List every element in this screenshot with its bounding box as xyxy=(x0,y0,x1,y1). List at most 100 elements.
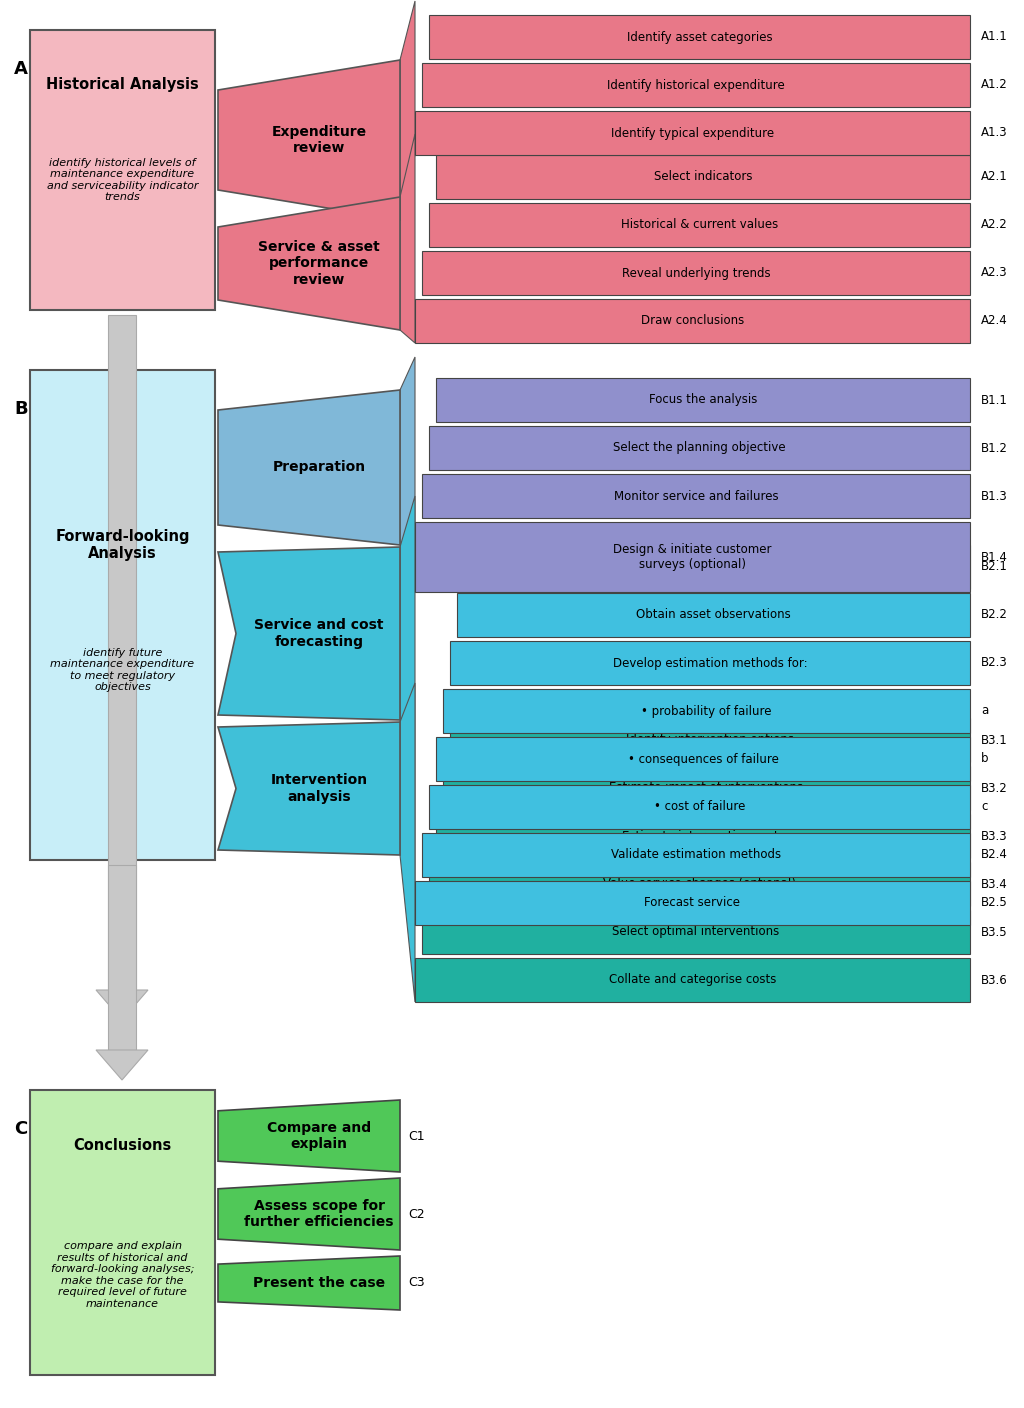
Text: A1.3: A1.3 xyxy=(981,127,1008,139)
Text: Design & initiate customer
surveys (optional): Design & initiate customer surveys (opti… xyxy=(613,543,772,572)
Text: B3.6: B3.6 xyxy=(981,973,1008,987)
Text: B2.1: B2.1 xyxy=(981,560,1008,573)
Text: A: A xyxy=(14,61,28,77)
Text: Compare and
explain: Compare and explain xyxy=(267,1121,371,1152)
Text: Expenditure
review: Expenditure review xyxy=(271,125,367,155)
Text: identify historical levels of
maintenance expenditure
and serviceability indicat: identify historical levels of maintenanc… xyxy=(47,158,199,203)
Polygon shape xyxy=(218,722,400,855)
Bar xyxy=(429,786,970,829)
Bar xyxy=(422,910,970,955)
Text: • consequences of failure: • consequences of failure xyxy=(628,752,778,766)
Text: B2.5: B2.5 xyxy=(981,897,1008,910)
Text: b: b xyxy=(981,752,988,766)
Polygon shape xyxy=(96,1050,148,1080)
Text: B3.3: B3.3 xyxy=(981,829,1008,842)
Text: Obtain asset observations: Obtain asset observations xyxy=(636,608,791,621)
Bar xyxy=(30,30,215,310)
Text: Forward-looking
Analysis: Forward-looking Analysis xyxy=(55,529,189,562)
Bar xyxy=(457,593,970,636)
Text: A1.2: A1.2 xyxy=(981,79,1008,92)
Text: B: B xyxy=(14,400,28,418)
Polygon shape xyxy=(218,546,400,719)
Text: Identify historical expenditure: Identify historical expenditure xyxy=(607,79,784,92)
Text: B1.1: B1.1 xyxy=(981,393,1008,407)
Text: Assess scope for
further efficiencies: Assess scope for further efficiencies xyxy=(245,1198,394,1229)
Text: Historical & current values: Historical & current values xyxy=(621,218,778,231)
Bar xyxy=(415,522,970,593)
Text: • cost of failure: • cost of failure xyxy=(653,801,745,814)
Bar xyxy=(429,15,970,59)
Text: B1.4: B1.4 xyxy=(981,551,1008,563)
Polygon shape xyxy=(218,1256,400,1309)
Polygon shape xyxy=(218,390,400,545)
Text: Focus the analysis: Focus the analysis xyxy=(649,393,757,407)
Polygon shape xyxy=(400,358,415,593)
Polygon shape xyxy=(400,134,415,344)
Text: a: a xyxy=(981,704,988,718)
Bar xyxy=(443,766,970,810)
Bar xyxy=(429,862,970,905)
Text: Identify typical expenditure: Identify typical expenditure xyxy=(611,127,774,139)
Bar xyxy=(436,736,970,781)
Bar xyxy=(415,298,970,344)
Bar xyxy=(436,155,970,199)
Text: Develop estimation methods for:: Develop estimation methods for: xyxy=(612,656,807,669)
Polygon shape xyxy=(400,683,415,1002)
Bar xyxy=(429,427,970,470)
Text: Validate estimation methods: Validate estimation methods xyxy=(611,849,781,862)
Bar xyxy=(436,377,970,422)
Text: C3: C3 xyxy=(408,1277,425,1290)
Bar xyxy=(415,111,970,155)
Text: Reveal underlying trends: Reveal underlying trends xyxy=(622,266,770,280)
Text: Select the planning objective: Select the planning objective xyxy=(613,442,785,455)
Text: C: C xyxy=(14,1119,28,1138)
Bar xyxy=(108,865,136,1050)
Text: Historical Analysis: Historical Analysis xyxy=(46,77,199,93)
Bar xyxy=(429,203,970,246)
Text: Estimate impact of interventions: Estimate impact of interventions xyxy=(609,781,804,794)
Text: A1.1: A1.1 xyxy=(981,31,1008,44)
Text: Select optimal interventions: Select optimal interventions xyxy=(612,925,779,939)
Text: B2.4: B2.4 xyxy=(981,849,1008,862)
Text: B2.2: B2.2 xyxy=(981,608,1008,621)
Text: Identify intervention options: Identify intervention options xyxy=(626,734,794,746)
Text: Forecast service: Forecast service xyxy=(644,897,740,910)
Bar xyxy=(436,814,970,857)
Text: Service and cost
forecasting: Service and cost forecasting xyxy=(254,618,384,649)
Text: A2.3: A2.3 xyxy=(981,266,1008,280)
Polygon shape xyxy=(218,197,400,329)
Text: A2.2: A2.2 xyxy=(981,218,1008,231)
Bar xyxy=(464,545,970,589)
Text: Identify asset categories: Identify asset categories xyxy=(627,31,772,44)
Text: B3.2: B3.2 xyxy=(981,781,1008,794)
Text: A2.1: A2.1 xyxy=(981,170,1008,183)
Bar xyxy=(30,370,215,860)
Text: Monitor service and failures: Monitor service and failures xyxy=(613,490,778,503)
Bar xyxy=(108,315,136,990)
Text: B3.5: B3.5 xyxy=(981,925,1008,939)
Text: compare and explain
results of historical and
forward-looking analyses;
make the: compare and explain results of historica… xyxy=(51,1240,195,1309)
Polygon shape xyxy=(400,496,415,925)
Bar xyxy=(415,881,970,925)
Polygon shape xyxy=(400,1,415,220)
Polygon shape xyxy=(218,61,400,220)
Text: B2.3: B2.3 xyxy=(981,656,1008,669)
Text: • probability of failure: • probability of failure xyxy=(641,704,772,718)
Bar xyxy=(450,641,970,686)
Polygon shape xyxy=(218,1100,400,1171)
Polygon shape xyxy=(96,990,148,1019)
Bar xyxy=(422,834,970,877)
Text: Identify failure modes: Identify failure modes xyxy=(652,560,781,573)
Text: Select indicators: Select indicators xyxy=(653,170,753,183)
Text: B1.2: B1.2 xyxy=(981,442,1008,455)
Text: B1.3: B1.3 xyxy=(981,490,1008,503)
Text: Preparation: Preparation xyxy=(272,460,366,474)
Polygon shape xyxy=(218,1178,400,1250)
Text: identify future
maintenance expenditure
to meet regulatory
objectives: identify future maintenance expenditure … xyxy=(50,648,195,693)
Text: Collate and categorise costs: Collate and categorise costs xyxy=(609,973,776,987)
Text: A2.4: A2.4 xyxy=(981,314,1008,328)
Bar xyxy=(422,251,970,296)
Text: C2: C2 xyxy=(408,1208,425,1221)
Text: C1: C1 xyxy=(408,1129,425,1142)
Bar xyxy=(422,474,970,518)
